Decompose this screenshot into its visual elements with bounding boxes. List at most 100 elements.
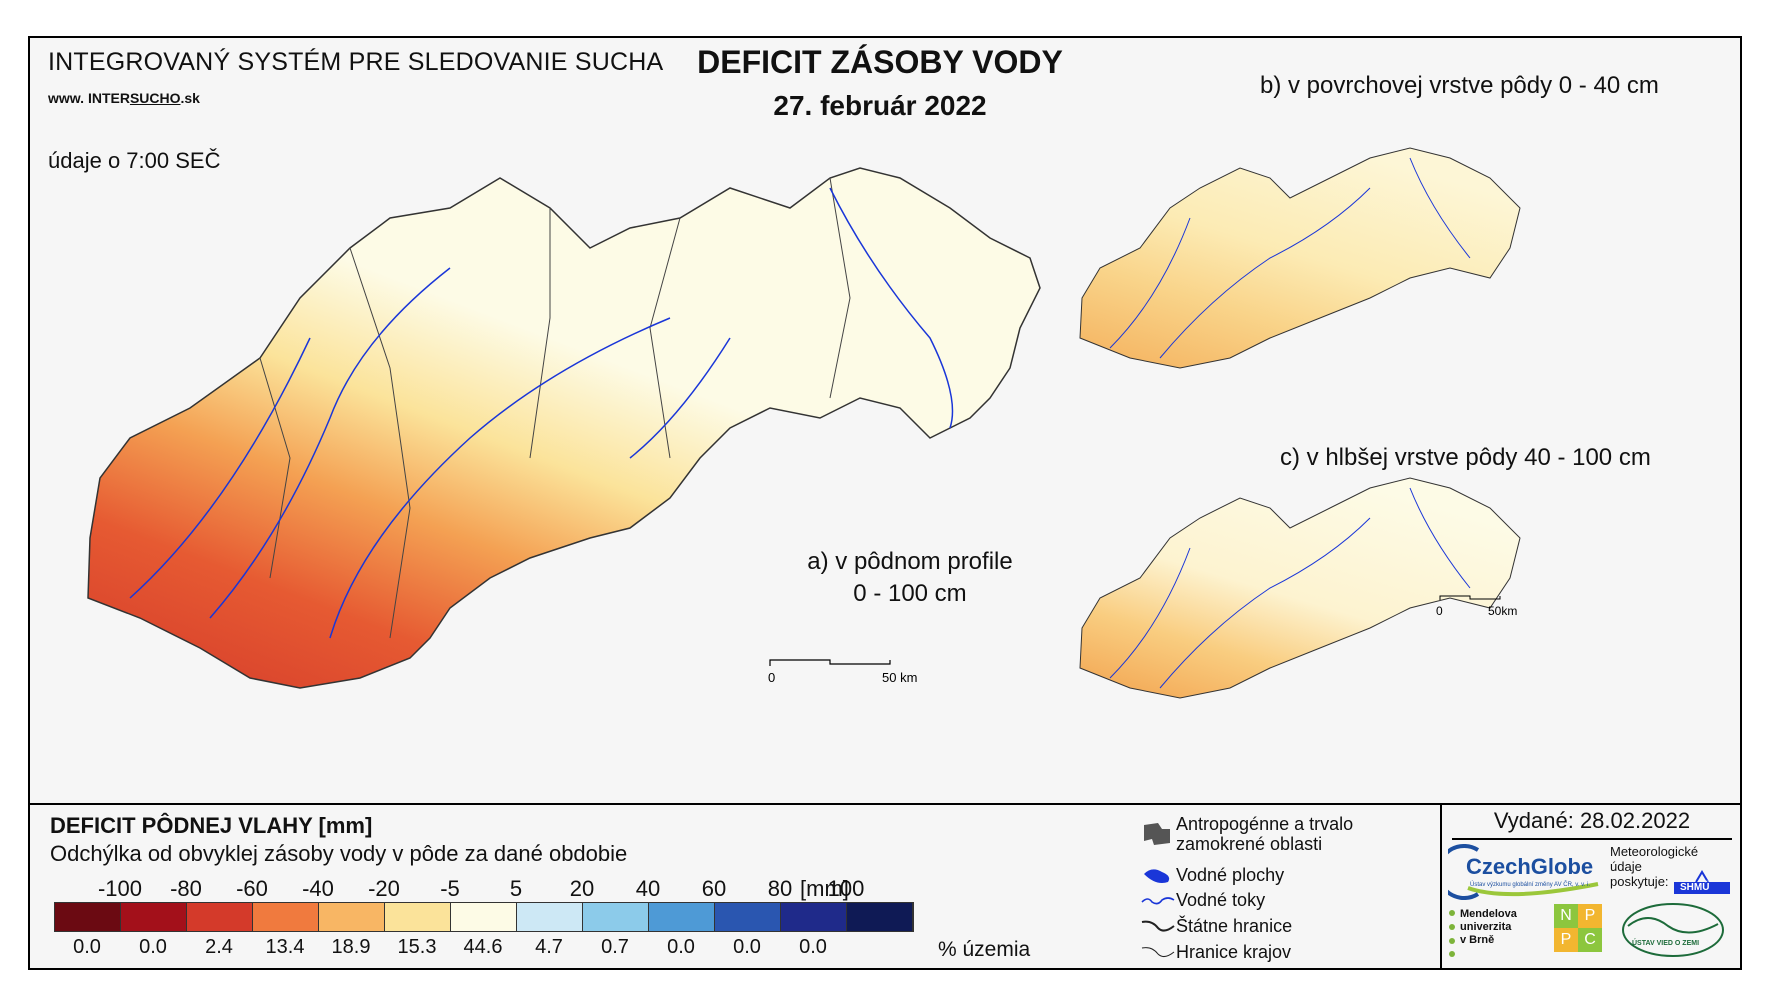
website-link[interactable]: www. INTERSUCHO.sk xyxy=(48,90,200,106)
shmu-logo: SHMÚ xyxy=(1672,870,1732,898)
legend-swatch xyxy=(121,903,187,931)
scale-small-zero: 0 xyxy=(1436,604,1443,618)
czechglobe-name: CzechGlobe xyxy=(1466,854,1594,879)
mendel-line3: v Brně xyxy=(1460,934,1495,946)
legend-percent-value: 0.0 xyxy=(799,936,827,958)
legend-swatch xyxy=(649,903,715,931)
symbol-urban-label: Antropogénne a trvalo zamokrené oblasti xyxy=(1176,814,1354,854)
legend-tick-label: 80 xyxy=(767,876,793,901)
legend-tick-label: -60 xyxy=(236,876,268,901)
mendel-dots-icon xyxy=(1449,910,1455,957)
uvz-emblem-icon xyxy=(1622,903,1724,957)
legend-tick-label: -20 xyxy=(368,876,400,901)
legend-unit: [mm] xyxy=(800,876,849,901)
scale-main-zero: 0 xyxy=(768,670,775,685)
water-body-icon xyxy=(1144,869,1170,883)
symbol-region-border-label: Hranice krajov xyxy=(1176,942,1292,962)
legend-swatch xyxy=(781,903,847,931)
nppc-letter-4: C xyxy=(1578,928,1602,952)
czechglobe-subtitle: Ústav výzkumu globální změny AV ČR, v. v… xyxy=(1470,882,1591,888)
legend-tick-label: -40 xyxy=(302,876,334,901)
map-frame: INTEGROVANÝ SYSTÉM PRE SLEDOVANIE SUCHA … xyxy=(28,36,1742,970)
scale-small-end: 50km xyxy=(1488,604,1517,618)
data-time: údaje o 7:00 SEČ xyxy=(48,148,221,173)
region-borders-main xyxy=(259,177,851,639)
legend-tick-label: -100 xyxy=(97,876,143,901)
symbol-water: Vodné plochy xyxy=(1140,864,1284,886)
legend-percent-value: 4.7 xyxy=(535,936,563,958)
legend-percent-value: 0.0 xyxy=(667,936,695,958)
meteo-line1: Meteorologické xyxy=(1610,844,1699,859)
map-date: 27. február 2022 xyxy=(773,90,987,121)
credits-box: Vydané: 28.02.2022 CzechGlobe Ústav výzk… xyxy=(1436,804,1744,970)
main-map: 0 50 km xyxy=(87,167,1041,689)
nppc-letter-3: P xyxy=(1554,928,1578,952)
symbol-rivers: Vodné toky xyxy=(1140,890,1265,910)
legend-divider xyxy=(30,803,1740,805)
legend-percent-value: 0.0 xyxy=(733,936,761,958)
panel-a-line2: 0 - 100 cm xyxy=(853,580,967,607)
slovakia-shape-c xyxy=(1079,477,1521,699)
legend-tick-label: 5 xyxy=(509,876,523,901)
legend-percent-value: 0.0 xyxy=(73,936,101,958)
uvz-logo: ÚSTAV VIED O ZEMI xyxy=(1618,900,1728,960)
nppc-letter-2: P xyxy=(1578,904,1602,928)
legend-percent-value: 18.9 xyxy=(331,936,371,958)
legend-swatch xyxy=(319,903,385,931)
legend-swatch xyxy=(187,903,253,931)
state-border-icon xyxy=(1141,920,1175,932)
map-c: 0 50km xyxy=(1079,477,1521,699)
symbol-urban: Antropogénne a trvalo zamokrené oblasti xyxy=(1140,814,1396,854)
mendel-logo: Mendelova univerzita v Brně xyxy=(1449,908,1517,957)
legend-swatch xyxy=(55,903,121,931)
symbol-state-border-label: Štátne hranice xyxy=(1176,916,1293,936)
legend-tick-label: 20 xyxy=(569,876,595,901)
issued-date: Vydané: 28.02.2022 xyxy=(1452,804,1732,840)
legend-swatch xyxy=(451,903,517,931)
legend-percent-value: 2.4 xyxy=(205,936,233,958)
meteo-credit: Meteorologické údaje poskytuje: xyxy=(1610,844,1698,889)
river-icon xyxy=(1141,897,1175,905)
nppc-letter-1: N xyxy=(1554,904,1578,928)
panel-a-line1: a) v pôdnom profile xyxy=(807,548,1013,575)
legend-percent-value: 13.4 xyxy=(265,936,305,958)
scalebar-small: 0 50km xyxy=(1436,595,1517,618)
website-suffix: .sk xyxy=(180,90,200,106)
legend-tick-label: 40 xyxy=(635,876,661,901)
legend-swatch xyxy=(847,903,913,931)
czechglobe-logo: CzechGlobe Ústav výzkumu globální změny … xyxy=(1436,844,1608,900)
scale-main-end: 50 km xyxy=(882,670,917,685)
slovakia-shape-main xyxy=(87,167,1041,689)
urban-area-icon xyxy=(1144,823,1170,845)
rivers-main xyxy=(129,187,954,639)
percent-unit: % územia xyxy=(938,938,1031,961)
symbol-rivers-label: Vodné toky xyxy=(1176,890,1266,910)
mendel-line2: univerzita xyxy=(1460,921,1512,933)
legend-tick-label: -80 xyxy=(170,876,202,901)
legend-percent-value: 0.7 xyxy=(601,936,629,958)
shmu-icon xyxy=(1674,870,1730,894)
legend-tick-label: 60 xyxy=(701,876,727,901)
uvz-text: ÚSTAV VIED O ZEMI xyxy=(1632,940,1700,947)
legend-tick-label: -5 xyxy=(440,876,460,901)
map-b xyxy=(1079,147,1521,369)
legend-swatch xyxy=(715,903,781,931)
symbol-water-label: Vodné plochy xyxy=(1176,865,1285,885)
website-mid: INTER xyxy=(87,90,130,106)
mendel-line1: Mendelova xyxy=(1460,908,1517,920)
rivers-c xyxy=(1109,487,1471,689)
meteo-line3: poskytuje: xyxy=(1610,874,1669,889)
main-title: DEFICIT ZÁSOBY VODY xyxy=(697,44,1063,80)
legend-swatch xyxy=(517,903,583,931)
panel-b-label: b) v povrchovej vrstve pôdy 0 - 40 cm xyxy=(1260,72,1659,99)
shmu-text: SHMÚ xyxy=(1680,882,1710,893)
website-prefix: www. xyxy=(48,90,85,106)
meteo-line2: údaje xyxy=(1610,859,1642,874)
nppc-logo: N P P C xyxy=(1554,904,1602,952)
legend-swatch xyxy=(253,903,319,931)
legend-swatch xyxy=(385,903,451,931)
rivers-b xyxy=(1109,157,1471,359)
system-title: INTEGROVANÝ SYSTÉM PRE SLEDOVANIE SUCHA xyxy=(48,48,664,76)
legend-title: DEFICIT PÔDNEJ VLAHY [mm] xyxy=(50,813,373,838)
legend-percent-value: 15.3 xyxy=(397,936,437,958)
